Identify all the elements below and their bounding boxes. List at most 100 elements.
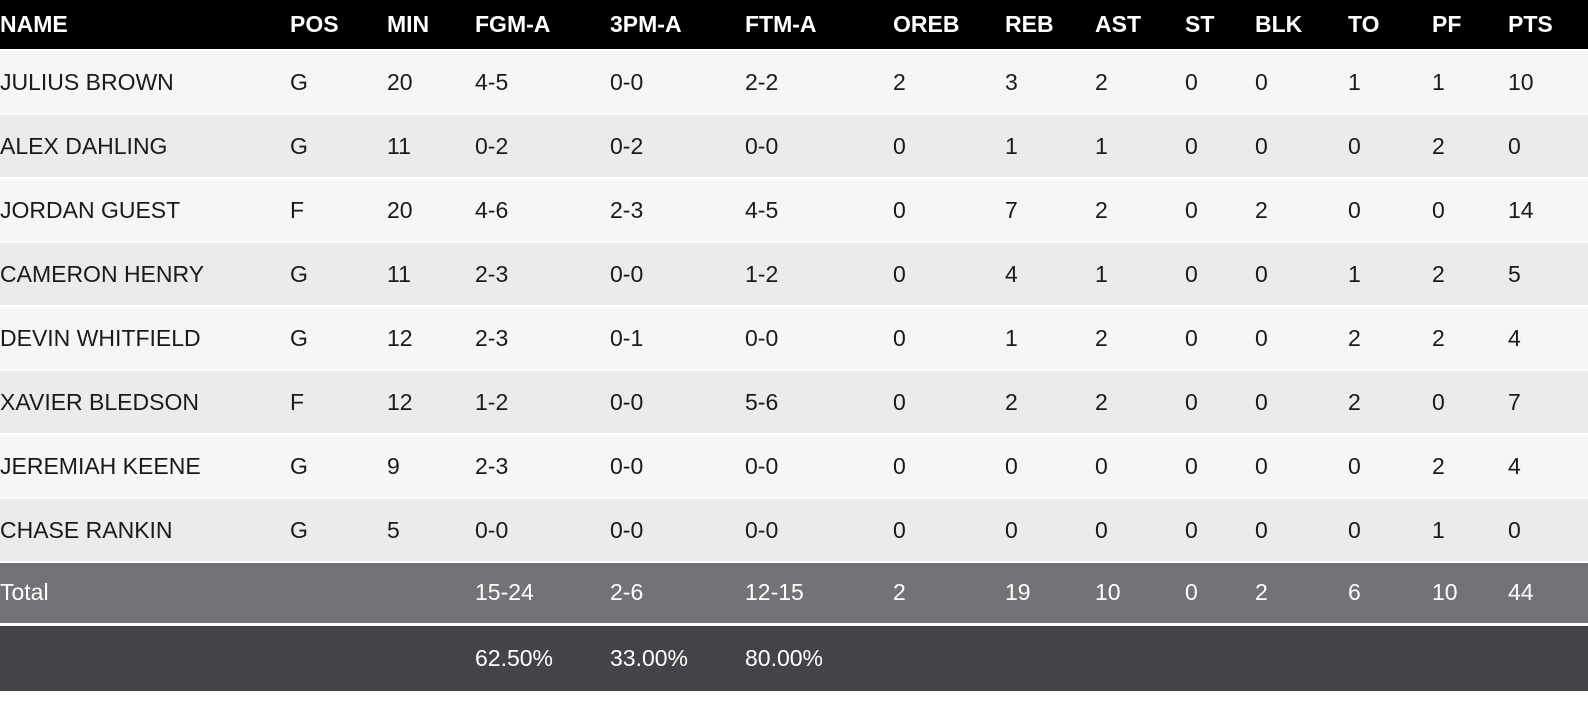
cell-pts: 7 — [1508, 370, 1588, 435]
cell-ftm-a: 4-5 — [745, 178, 893, 243]
cell-min: 20 — [387, 178, 475, 243]
cell-name: JORDAN GUEST — [0, 178, 290, 243]
cell-ftm-a: 0-0 — [745, 306, 893, 371]
cell-fgm-a: 4-6 — [475, 178, 610, 243]
cell-st: 0 — [1185, 498, 1255, 563]
column-header-pts: PTS — [1508, 0, 1588, 51]
pct-name — [0, 624, 290, 691]
cell-pf: 2 — [1432, 114, 1508, 179]
cell-pos: G — [290, 50, 387, 115]
cell-fgm-a: 2-3 — [475, 434, 610, 499]
total-pf: 10 — [1432, 562, 1508, 626]
cell-blk: 0 — [1255, 498, 1348, 563]
cell-oreb: 0 — [893, 498, 1005, 563]
cell-pts: 5 — [1508, 242, 1588, 307]
cell-pts: 0 — [1508, 114, 1588, 179]
table-row: CHASE RANKIN G 5 0-0 0-0 0-0 0 0 0 0 0 0 1 0 — [0, 498, 1588, 563]
column-header-blk: BLK — [1255, 0, 1348, 51]
cell-to: 1 — [1348, 50, 1432, 115]
column-header-3pm-a: 3PM-A — [610, 0, 745, 51]
cell-ast: 0 — [1095, 498, 1185, 563]
cell-reb: 1 — [1005, 306, 1095, 371]
cell-ftm-a: 0-0 — [745, 434, 893, 499]
cell-to: 0 — [1348, 434, 1432, 499]
column-header-pos: POS — [290, 0, 387, 51]
cell-fgm-a: 1-2 — [475, 370, 610, 435]
pct-pos — [290, 624, 387, 691]
cell-reb: 4 — [1005, 242, 1095, 307]
box-score-table: NAME POS MIN FGM-A 3PM-A FTM-A OREB REB AST ST BLK… — [0, 0, 1588, 691]
cell-pos: G — [290, 434, 387, 499]
column-header-min: MIN — [387, 0, 475, 51]
pct-3pm-a: 33.00% — [610, 624, 745, 691]
cell-pts: 10 — [1508, 50, 1588, 115]
cell-reb: 1 — [1005, 114, 1095, 179]
pct-pf — [1432, 624, 1508, 691]
cell-oreb: 0 — [893, 370, 1005, 435]
cell-pos: F — [290, 178, 387, 243]
total-blk: 2 — [1255, 562, 1348, 626]
cell-3pm-a: 0-0 — [610, 498, 745, 563]
cell-reb: 0 — [1005, 434, 1095, 499]
cell-pos: G — [290, 306, 387, 371]
cell-st: 0 — [1185, 370, 1255, 435]
cell-pos: G — [290, 242, 387, 307]
cell-min: 12 — [387, 370, 475, 435]
cell-name: XAVIER BLEDSON — [0, 370, 290, 435]
pct-pts — [1508, 624, 1588, 691]
cell-3pm-a: 0-0 — [610, 242, 745, 307]
cell-min: 5 — [387, 498, 475, 563]
total-to: 6 — [1348, 562, 1432, 626]
cell-name: CHASE RANKIN — [0, 498, 290, 563]
cell-st: 0 — [1185, 114, 1255, 179]
total-reb: 19 — [1005, 562, 1095, 626]
cell-3pm-a: 0-0 — [610, 50, 745, 115]
cell-ftm-a: 2-2 — [745, 50, 893, 115]
cell-st: 0 — [1185, 434, 1255, 499]
pct-blk — [1255, 624, 1348, 691]
column-header-st: ST — [1185, 0, 1255, 51]
cell-ftm-a: 1-2 — [745, 242, 893, 307]
cell-to: 0 — [1348, 114, 1432, 179]
column-header-to: TO — [1348, 0, 1432, 51]
cell-blk: 0 — [1255, 370, 1348, 435]
column-header-fgm-a: FGM-A — [475, 0, 610, 51]
player-rows: JULIUS BROWN G 20 4-5 0-0 2-2 2 3 2 0 0 1 1 10 ALEX DA… — [0, 50, 1588, 563]
cell-min: 12 — [387, 306, 475, 371]
cell-st: 0 — [1185, 242, 1255, 307]
cell-ast: 2 — [1095, 306, 1185, 371]
cell-pos: F — [290, 370, 387, 435]
pct-to — [1348, 624, 1432, 691]
column-header-pf: PF — [1432, 0, 1508, 51]
cell-ast: 0 — [1095, 434, 1185, 499]
cell-ftm-a: 0-0 — [745, 114, 893, 179]
cell-blk: 2 — [1255, 178, 1348, 243]
cell-st: 0 — [1185, 306, 1255, 371]
cell-to: 2 — [1348, 370, 1432, 435]
cell-blk: 0 — [1255, 306, 1348, 371]
cell-reb: 0 — [1005, 498, 1095, 563]
pct-min — [387, 624, 475, 691]
cell-ast: 1 — [1095, 242, 1185, 307]
table-row: XAVIER BLEDSON F 12 1-2 0-0 5-6 0 2 2 0 0 2 0 7 — [0, 370, 1588, 435]
cell-ast: 2 — [1095, 50, 1185, 115]
cell-name: DEVIN WHITFIELD — [0, 306, 290, 371]
cell-st: 0 — [1185, 178, 1255, 243]
total-fgm-a: 15-24 — [475, 562, 610, 626]
cell-pf: 2 — [1432, 242, 1508, 307]
total-min — [387, 562, 475, 626]
column-header-ast: AST — [1095, 0, 1185, 51]
cell-pf: 1 — [1432, 498, 1508, 563]
cell-fgm-a: 2-3 — [475, 306, 610, 371]
pct-fgm-a: 62.50% — [475, 624, 610, 691]
total-pos — [290, 562, 387, 626]
cell-min: 11 — [387, 114, 475, 179]
cell-blk: 0 — [1255, 242, 1348, 307]
cell-oreb: 2 — [893, 50, 1005, 115]
column-header-oreb: OREB — [893, 0, 1005, 51]
cell-name: JULIUS BROWN — [0, 50, 290, 115]
cell-oreb: 0 — [893, 178, 1005, 243]
cell-reb: 7 — [1005, 178, 1095, 243]
cell-pos: G — [290, 114, 387, 179]
cell-fgm-a: 2-3 — [475, 242, 610, 307]
